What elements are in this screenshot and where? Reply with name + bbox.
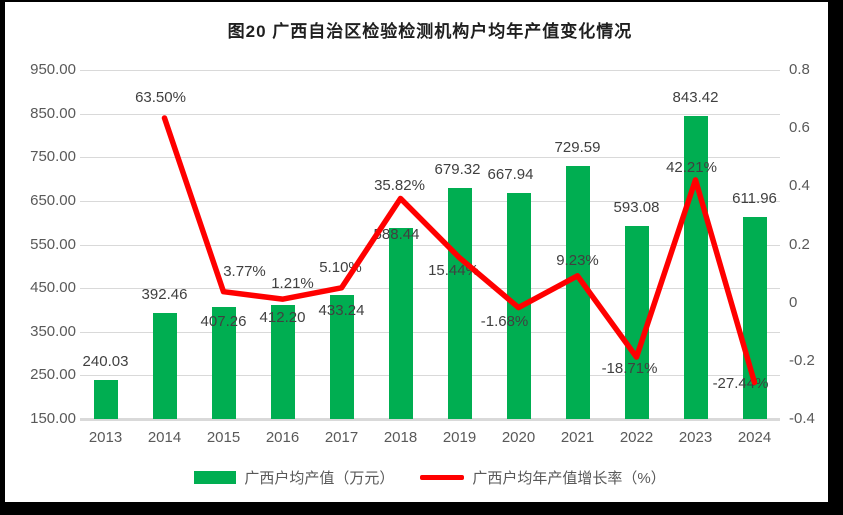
bar [506,193,531,419]
line-value-label: 35.82% [374,177,425,195]
left-axis-tick: 550.00 [30,235,76,253]
line-value-label: 15.44% [428,261,479,279]
bar-value-label: 667.94 [487,166,534,184]
line-value-label: 1.21% [271,275,314,293]
gridline [80,70,780,71]
gridline [80,331,780,333]
legend-bar-swatch [194,470,237,484]
line-value-label: 42.21% [666,158,717,176]
x-axis-category: 2023 [678,429,713,446]
bar [388,227,413,419]
x-axis-category: 2015 [206,429,241,446]
line-value-label: -18.71% [601,360,658,378]
bar-value-label: 392.46 [141,286,188,304]
left-axis-tick: 450.00 [30,279,76,297]
x-axis-category: 2018 [383,429,418,446]
left-axis-tick: 350.00 [30,322,76,340]
x-axis-category: 2020 [501,429,536,446]
x-axis-category: 2014 [147,429,182,446]
left-axis-tick: 750.00 [30,148,76,166]
x-axis-category: 2016 [265,429,300,446]
legend: 广西户均产值（万元） 广西户均年产值增长率（%） [80,464,780,490]
gridline [80,375,780,377]
x-axis-category: 2021 [560,429,595,446]
x-axis-category: 2017 [324,429,359,446]
bar-value-label: 593.08 [613,198,660,216]
legend-bar-label: 广西户均产值（万元） [244,469,395,487]
bar-value-label: 433.24 [318,302,365,320]
bar [152,313,177,419]
right-axis-tick: 0.6 [789,119,810,137]
bar [565,166,590,419]
right-axis-tick: 0.4 [789,177,810,195]
left-axis-tick: 250.00 [30,366,76,384]
right-axis-tick: 0.2 [789,235,810,253]
legend-line-label: 广西户均年产值增长率（%） [472,469,666,487]
bar [624,225,649,419]
gridline [80,113,780,115]
line-value-label: -1.68% [480,312,529,330]
bar [447,188,472,419]
left-axis-tick: 950.00 [30,61,76,78]
x-axis-category: 2022 [619,429,654,446]
chart-title: 图20 广西自治区检验检测机构户均年产值变化情况 [227,22,633,41]
line-value-label: 5.10% [319,258,362,276]
legend-line-swatch [420,474,465,480]
gridline [80,244,780,246]
bar-value-label: 588.44 [373,225,420,243]
line-value-label: -27.44% [712,375,769,393]
left-axis-tick: 150.00 [30,410,76,427]
x-axis-category: 2024 [737,429,772,446]
bar-value-label: 729.59 [554,139,601,157]
right-axis-tick: 0 [789,293,798,311]
left-axis-tick: 850.00 [30,104,76,122]
bar-value-label: 240.03 [82,352,129,370]
line-value-label: 63.50% [135,88,186,106]
bar-value-label: 611.96 [732,190,777,208]
bar [93,379,118,419]
x-axis-category: 2019 [442,429,477,446]
x-axis-category: 2013 [88,429,123,446]
right-axis-tick: 0.8 [789,61,810,78]
x-axis-line [80,417,780,421]
right-axis-tick: -0.2 [789,351,815,369]
bar-value-label: 843.42 [672,89,719,107]
line-value-label: 9.23% [556,251,599,269]
right-axis-tick: -0.4 [789,410,815,427]
left-axis-tick: 650.00 [30,191,76,209]
